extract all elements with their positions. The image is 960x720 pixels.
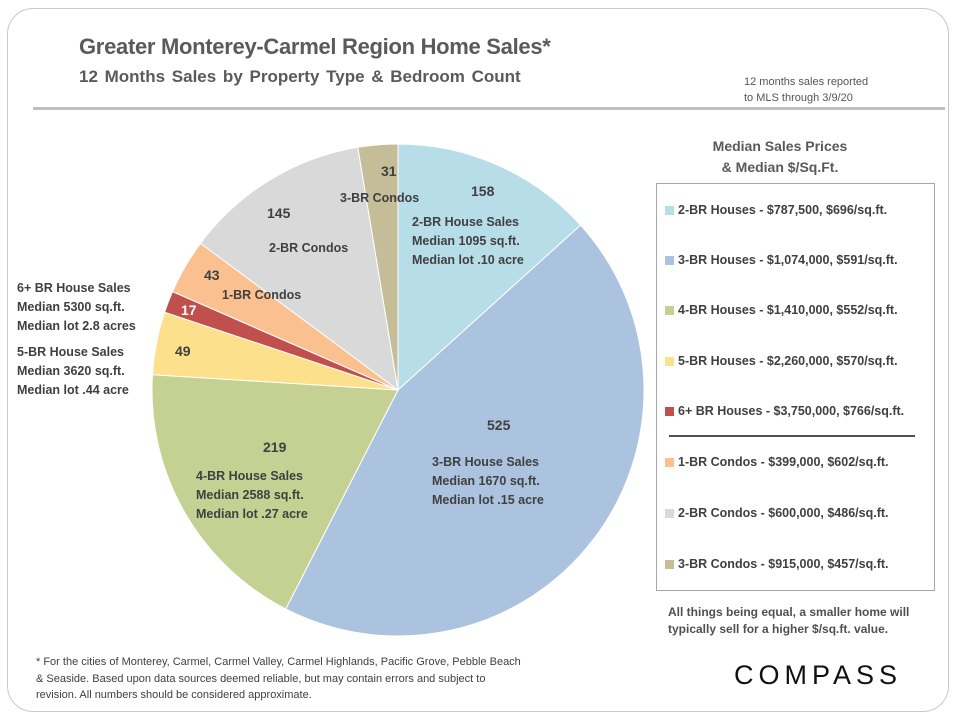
legend-swatch — [665, 406, 674, 416]
slice-category-label: Median lot .15 acre — [432, 493, 544, 507]
pie-slice-4-br-houses — [151, 374, 399, 610]
slice-category-label: Median lot .27 acre — [196, 507, 308, 521]
legend-item-1br-condos: 1-BR Condos - $399,000, $602/sq.ft. — [665, 455, 889, 469]
legend-item-4br-houses: 4-BR Houses - $1,410,000, $552/sq.ft. — [665, 303, 898, 317]
legend-swatch — [665, 457, 674, 467]
legend-item-3br-houses: 3-BR Houses - $1,074,000, $591/sq.ft. — [665, 253, 898, 267]
slice-value-label: 31 — [381, 163, 397, 179]
slice-category-label: 4-BR House Sales — [196, 469, 303, 483]
legend-item-label: 3-BR Condos - $915,000, $457/sq.ft. — [678, 557, 889, 571]
slice-value-label: 158 — [471, 183, 495, 199]
slice-value-label: 145 — [267, 205, 291, 221]
chart-subtitle: 12 Months Sales by Property Type & Bedro… — [79, 67, 521, 86]
report-note-line-2: to MLS through 3/9/20 — [744, 92, 853, 104]
legend-swatch — [665, 305, 674, 315]
legend-swatch — [665, 255, 674, 265]
six-br-outside-label: 6+ BR House Sales Median 5300 sq.ft. Med… — [17, 279, 136, 336]
slice-category-label: Median lot .10 acre — [412, 253, 524, 267]
legend-item-label: 2-BR Condos - $600,000, $486/sq.ft. — [678, 506, 889, 520]
legend-heading-line-1: Median Sales Prices — [712, 138, 848, 154]
five-br-label-line: 5-BR House Sales — [17, 345, 124, 359]
legend-note: All things being equal, a smaller home w… — [668, 605, 910, 636]
slice-value-label: 525 — [487, 417, 511, 433]
pie-slice-3-br-condos — [357, 143, 399, 391]
header-divider — [33, 107, 945, 110]
slice-value-label: 17 — [181, 302, 197, 318]
legend-item-label: 5-BR Houses - $2,260,000, $570/sq.ft. — [678, 354, 898, 368]
legend-item-5br-houses: 5-BR Houses - $2,260,000, $570/sq.ft. — [665, 354, 898, 368]
legend-swatch — [665, 205, 674, 215]
report-note-line-1: 12 months sales reported — [744, 76, 869, 88]
six-br-label-line: Median 5300 sq.ft. — [17, 300, 125, 314]
six-br-label-line: 6+ BR House Sales — [17, 281, 131, 295]
slide-frame — [7, 8, 949, 712]
five-br-label-line: Median 3620 sq.ft. — [17, 364, 125, 378]
legend-heading: Median Sales Prices & Median $/Sq.Ft. — [690, 136, 870, 178]
legend-heading-line-2: & Median $/Sq.Ft. — [721, 159, 839, 175]
report-note: 12 months sales reported to MLS through … — [744, 74, 868, 106]
slice-category-label: 3-BR House Sales — [432, 455, 539, 469]
slice-category-label: 2-BR House Sales — [412, 215, 519, 229]
slice-value-label: 219 — [263, 439, 287, 455]
legend: 2-BR Houses - $787,500, $696/sq.ft. 3-BR… — [656, 183, 935, 591]
legend-swatch — [665, 559, 674, 569]
legend-divider — [669, 435, 915, 437]
legend-item-label: 1-BR Condos - $399,000, $602/sq.ft. — [678, 455, 889, 469]
slice-category-label: Median 1670 sq.ft. — [432, 474, 540, 488]
legend-item-label: 2-BR Houses - $787,500, $696/sq.ft. — [678, 203, 888, 217]
legend-swatch — [665, 356, 674, 366]
footnote: * For the cities of Monterey, Carmel, Ca… — [36, 656, 521, 701]
pie-slice-2-br-condos — [199, 146, 399, 392]
pie-slice-2-br-houses — [397, 143, 582, 392]
legend-item-label: 6+ BR Houses - $3,750,000, $766/sq.ft. — [678, 404, 905, 418]
legend-swatch — [665, 508, 674, 518]
legend-item-label: 3-BR Houses - $1,074,000, $591/sq.ft. — [678, 253, 898, 267]
slice-category-label: 1-BR Condos — [222, 288, 301, 302]
legend-item-2br-houses: 2-BR Houses - $787,500, $696/sq.ft. — [665, 203, 887, 217]
legend-item-3br-condos: 3-BR Condos - $915,000, $457/sq.ft. — [665, 557, 889, 571]
slice-category-label: Median 1095 sq.ft. — [412, 234, 520, 248]
slice-value-label: 43 — [204, 267, 220, 283]
slice-value-label: 49 — [175, 343, 191, 359]
chart-title: Greater Monterey-Carmel Region Home Sale… — [79, 34, 551, 59]
compass-logo: COMPASS — [734, 660, 903, 690]
legend-item-2br-condos: 2-BR Condos - $600,000, $486/sq.ft. — [665, 506, 889, 520]
six-br-label-line: Median lot 2.8 acres — [17, 319, 136, 333]
pie-slice-3-br-houses — [285, 224, 645, 637]
five-br-label-line: Median lot .44 acre — [17, 383, 129, 397]
legend-item-6br-houses: 6+ BR Houses - $3,750,000, $766/sq.ft. — [665, 404, 904, 418]
slice-category-label: Median 2588 sq.ft. — [196, 488, 304, 502]
legend-item-label: 4-BR Houses - $1,410,000, $552/sq.ft. — [678, 303, 898, 317]
slice-category-label: 3-BR Condos — [340, 191, 419, 205]
five-br-outside-label: 5-BR House Sales Median 3620 sq.ft. Medi… — [17, 343, 129, 400]
slice-category-label: 2-BR Condos — [269, 241, 348, 255]
